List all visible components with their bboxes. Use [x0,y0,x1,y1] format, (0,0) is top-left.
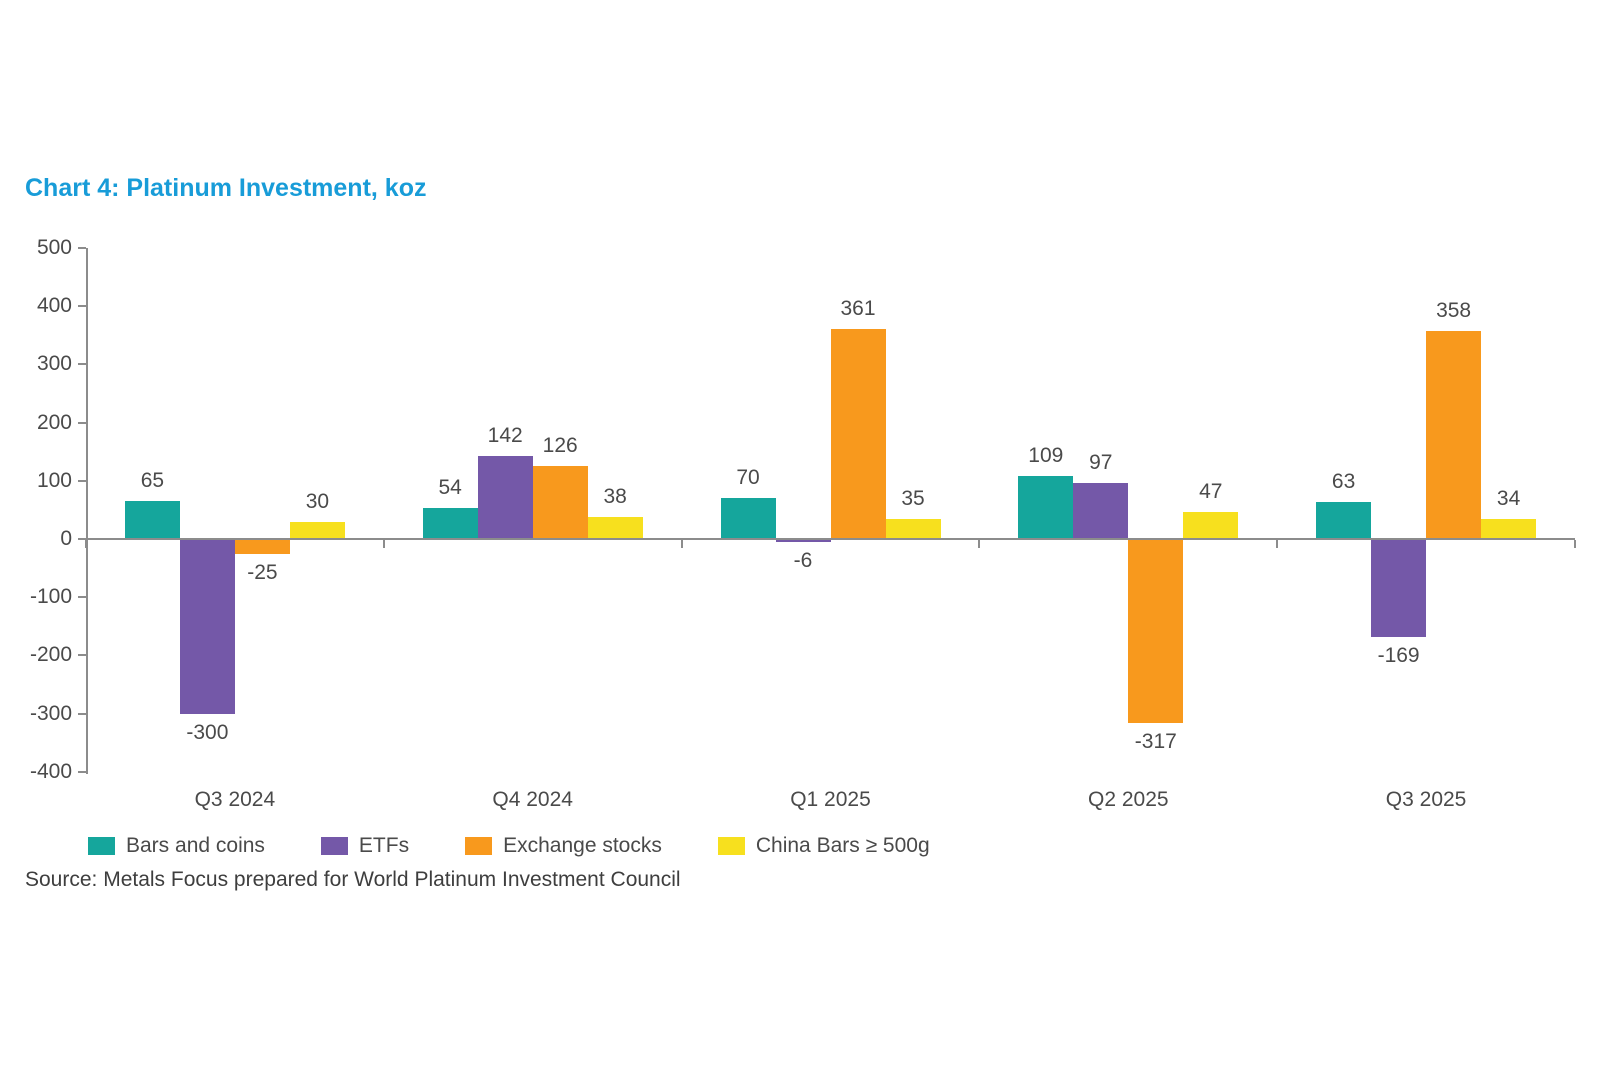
bar-value-label: 38 [603,484,627,508]
x-tick [1276,540,1279,548]
y-tick-label: 100 [36,468,72,492]
bar-value-label: 358 [1436,298,1472,322]
bar-value-label: 97 [1089,450,1113,474]
y-tick-label: -200 [29,643,72,667]
chart-title: Chart 4: Platinum Investment, koz [25,174,427,202]
bar-value-label: 34 [1496,487,1521,511]
y-tick [78,305,86,308]
legend-item-bars-and-coins: Bars and coins [88,834,265,858]
bar-exchange-stocks-q4-2024 [532,465,588,539]
bar-china-bars-500g-q4-2024 [587,516,643,539]
y-tick [78,654,86,657]
bar-etfs-q4-2024 [477,456,533,539]
legend-label: ETFs [358,834,410,857]
x-tick [680,540,683,548]
bar-exchange-stocks-q3-2025 [1426,330,1482,539]
y-tick-label: 0 [60,527,72,550]
bar-value-label: -300 [186,720,229,744]
bar-value-label: 361 [840,296,876,320]
bar-value-label: 47 [1199,479,1223,503]
bar-value-label: 142 [487,424,523,448]
legend-label: China Bars ≥ 500g [755,834,930,857]
bar-etfs-q1-2025 [775,539,831,543]
bar-bars-and-coins-q4-2024 [422,507,478,539]
legend-swatch-exchange-stocks [465,837,493,855]
y-tick-label: 400 [36,294,72,318]
y-tick [78,421,86,424]
bar-etfs-q2-2025 [1073,482,1129,539]
y-tick [78,538,86,540]
bar-value-label: 109 [1028,443,1064,467]
legend: Bars and coins ETFs Exchange stocks China B… [88,834,930,858]
y-tick-label: -300 [29,701,72,725]
bar-exchange-stocks-q3-2024 [234,539,290,554]
legend-swatch-china-bars-500g [717,837,745,855]
x-axis-label-q3-2024: Q3 2024 [194,788,276,811]
legend-item-china-bars-500g: China Bars ≥ 500g [717,834,930,858]
legend-label: Exchange stocks [503,834,662,857]
bar-value-label: 35 [901,486,925,510]
zero-axis-line [86,538,1575,540]
bar-exchange-stocks-q2-2025 [1128,539,1184,724]
x-tick [85,540,87,548]
bar-value-label: -169 [1377,644,1420,668]
y-tick-label: 300 [36,352,72,376]
bar-etfs-q3-2024 [179,539,235,714]
y-tick-label: 200 [36,410,72,434]
y-tick [78,479,86,482]
bar-bars-and-coins-q3-2025 [1316,502,1372,539]
x-axis-label-q1-2025: Q1 2025 [790,788,871,811]
y-tick [78,712,86,715]
y-axis-line [86,248,88,774]
bar-exchange-stocks-q1-2025 [830,328,886,539]
bar-value-label: -25 [247,560,278,584]
y-tick [78,770,86,773]
bar-china-bars-500g-q2-2025 [1183,511,1239,539]
y-tick-label: 500 [36,236,72,259]
bar-china-bars-500g-q3-2025 [1481,519,1537,539]
y-tick-label: -100 [29,585,72,609]
x-axis-label-q3-2025: Q3 2025 [1385,788,1467,811]
bar-value-label: -317 [1134,730,1177,754]
bar-value-label: 54 [438,475,462,499]
bar-value-label: 63 [1331,470,1356,494]
y-tick-label: -400 [29,759,72,783]
y-tick [78,363,86,366]
legend-swatch-bars-and-coins [88,837,115,855]
legend-label: Bars and coins [126,834,265,857]
bar-value-label: 70 [736,466,760,490]
bar-value-label: 126 [542,433,578,457]
legend-item-etfs: ETFs [320,834,410,858]
legend-swatch-etfs [320,837,348,855]
bar-bars-and-coins-q2-2025 [1018,475,1074,539]
y-tick [78,596,86,599]
x-tick [1574,540,1576,548]
y-tick [78,247,86,249]
bar-china-bars-500g-q3-2024 [289,521,345,539]
x-axis-label-q4-2024: Q4 2024 [492,788,573,811]
bar-bars-and-coins-q3-2024 [124,501,180,539]
bar-value-label: 30 [305,489,330,513]
bar-bars-and-coins-q1-2025 [720,498,776,539]
bar-value-label: 65 [140,469,165,493]
bar-value-label: -6 [793,549,813,573]
source-note: Source: Metals Focus prepared for World … [25,868,681,891]
bar-etfs-q3-2025 [1371,539,1427,638]
x-axis-label-q2-2025: Q2 2025 [1088,788,1169,811]
legend-item-exchange-stocks: Exchange stocks [465,834,662,858]
bar-china-bars-500g-q1-2025 [885,518,941,539]
x-tick [382,540,385,548]
x-tick [978,540,981,548]
